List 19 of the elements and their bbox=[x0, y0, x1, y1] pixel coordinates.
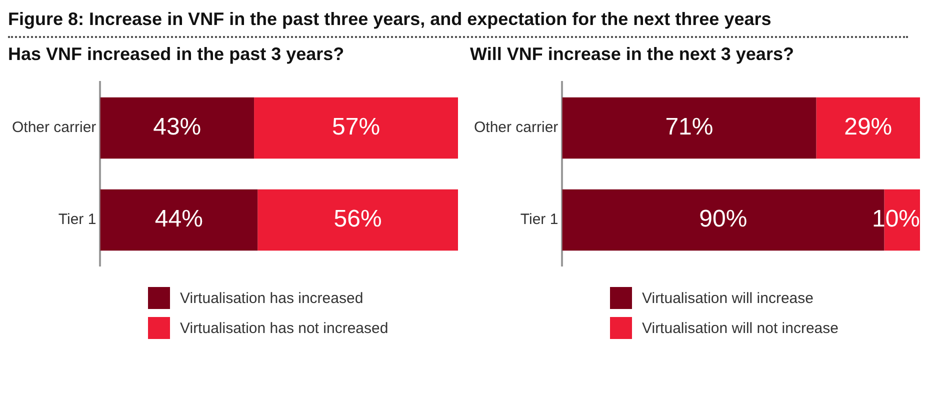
y-tick-label: Other carrier bbox=[474, 119, 558, 136]
legend-label: Virtualisation has not increased bbox=[180, 320, 388, 336]
legend-label: Virtualisation will not increase bbox=[642, 320, 838, 336]
data-label: 57% bbox=[332, 114, 380, 141]
data-label: 10% bbox=[872, 206, 920, 233]
data-label: 71% bbox=[665, 114, 714, 141]
data-label: 56% bbox=[334, 206, 382, 233]
legend-label: Virtualisation has increased bbox=[180, 290, 364, 306]
y-tick-label: Tier 1 bbox=[58, 211, 96, 228]
data-label: 43% bbox=[153, 114, 202, 141]
legend-label: Virtualisation will increase bbox=[642, 290, 814, 306]
data-label: 90% bbox=[699, 206, 748, 233]
y-tick-label: Tier 1 bbox=[520, 211, 558, 228]
chart-subtitle: Has VNF increased in the past 3 years? bbox=[8, 44, 346, 65]
chart-title: Figure 8: Increase in VNF in the past three years, and expectation for the next three years bbox=[8, 8, 772, 30]
chart-subtitle: Will VNF increase in the next 3 years? bbox=[470, 44, 795, 65]
data-label: 44% bbox=[154, 206, 203, 233]
data-label: 29% bbox=[844, 114, 892, 141]
y-tick-label: Other carrier bbox=[12, 119, 96, 136]
